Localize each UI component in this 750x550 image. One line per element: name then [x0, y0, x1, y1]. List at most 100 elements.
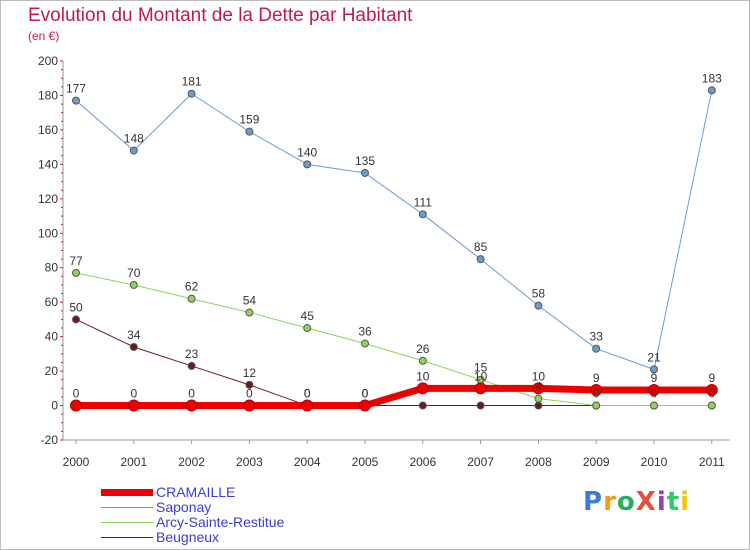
- unit-label: (en €): [28, 29, 60, 43]
- data-point-cramaille: [705, 384, 718, 397]
- data-label-cramaille: 0: [246, 387, 253, 401]
- data-label-arcy-sainte-restitue: 4: [535, 380, 542, 394]
- data-point-beugneux: [72, 315, 80, 324]
- data-point-arcy-sainte-restitue: [650, 401, 658, 410]
- data-point-beugneux: [534, 401, 543, 410]
- x-tick-label: 2010: [641, 455, 668, 469]
- data-label-cramaille: 0: [362, 387, 369, 401]
- data-label-cramaille: 0: [73, 387, 80, 401]
- data-point-beugneux: [418, 401, 427, 410]
- data-point-arcy-sainte-restitue: [245, 308, 254, 317]
- data-label-saponay: 148: [124, 132, 144, 146]
- data-point-cramaille: [474, 382, 487, 395]
- x-tick-label: 2009: [583, 455, 610, 469]
- x-tick-label: 2002: [178, 455, 205, 469]
- x-tick-label: 2007: [467, 455, 494, 469]
- proxiti-logo: ProXiti: [583, 487, 691, 517]
- data-label-saponay: 159: [239, 113, 259, 127]
- data-label-saponay: 181: [182, 75, 202, 89]
- data-labels: 50 34 23 12 0 0 77 70 62 54 45 36 26 15 4 0 0 0 177 148 181 1…: [66, 71, 722, 400]
- data-point-saponay: [187, 89, 196, 98]
- data-point-cramaille: [359, 399, 371, 412]
- data-label-cramaille: 9: [651, 371, 658, 385]
- data-label-beugneux: 50: [69, 300, 83, 314]
- data-point-arcy-sainte-restitue: [592, 401, 601, 410]
- data-label-arcy-sainte-restitue: 70: [127, 266, 141, 280]
- data-label-arcy-sainte-restitue: 15: [474, 361, 488, 375]
- data-label-cramaille: 10: [474, 369, 488, 383]
- data-point-cramaille: [590, 384, 603, 397]
- data-point-cramaille: [416, 382, 429, 395]
- data-label-arcy-sainte-restitue: 36: [358, 325, 372, 339]
- y-tick-label: 120: [38, 192, 58, 206]
- data-label-cramaille: 10: [416, 369, 430, 383]
- y-tick-label: 140: [38, 157, 58, 171]
- data-point-cramaille: [243, 399, 256, 412]
- data-point-beugneux: [476, 401, 485, 410]
- legend-swatch: [101, 507, 153, 508]
- data-point-saponay: [534, 301, 543, 310]
- data-label-beugneux: 0: [362, 387, 369, 401]
- legend-label: Beugneux: [156, 529, 220, 545]
- legend-swatch: [101, 489, 153, 496]
- x-tick-label: 2004: [294, 455, 321, 469]
- data-label-cramaille: 9: [593, 371, 600, 385]
- data-point-arcy-sainte-restitue: [707, 401, 716, 410]
- data-label-beugneux: 23: [185, 347, 199, 361]
- data-point-cramaille: [301, 399, 314, 412]
- data-point-saponay: [361, 168, 369, 177]
- data-point-saponay: [418, 210, 427, 219]
- data-point-cramaille: [532, 382, 545, 395]
- data-point-arcy-sainte-restitue: [187, 294, 196, 303]
- data-label-saponay: 177: [66, 82, 86, 96]
- data-label-saponay: 85: [474, 240, 488, 254]
- data-label-arcy-sainte-restitue: 26: [416, 342, 430, 356]
- data-point-arcy-sainte-restitue: [534, 394, 543, 403]
- data-label-cramaille: 9: [708, 371, 715, 385]
- data-label-arcy-sainte-restitue: 0: [593, 387, 600, 401]
- data-label-saponay: 183: [702, 71, 722, 85]
- data-label-arcy-sainte-restitue: 45: [301, 309, 315, 323]
- legend-label: CRAMAILLE: [156, 484, 236, 500]
- data-label-beugneux: 0: [304, 387, 311, 401]
- chart-title: Evolution du Montant de la Dette par Hab…: [28, 5, 413, 26]
- legend-swatch: [101, 522, 153, 523]
- data-point-saponay: [592, 344, 601, 353]
- series-line-saponay: [75, 89, 713, 370]
- series-line-cramaille: [72, 384, 716, 410]
- data-point-saponay: [476, 255, 485, 264]
- legend-label: Arcy-Sainte-Restitue: [156, 514, 285, 530]
- data-point-cramaille: [70, 399, 82, 412]
- data-point-arcy-sainte-restitue: [303, 324, 312, 333]
- y-tick-label: 40: [45, 330, 59, 344]
- data-label-cramaille: 10: [532, 369, 546, 383]
- y-tick-label: -20: [41, 433, 59, 447]
- data-point-arcy-sainte-restitue: [418, 356, 427, 365]
- data-point-beugneux: [245, 380, 254, 389]
- data-point-saponay: [129, 146, 138, 155]
- data-label-saponay: 21: [647, 350, 661, 364]
- series-lines: [70, 86, 718, 412]
- data-label-saponay: 58: [532, 287, 546, 301]
- y-tick-label: 20: [45, 364, 59, 378]
- y-tick-label: 160: [38, 123, 58, 137]
- legend-swatch: [101, 537, 153, 538]
- x-tick-label: 2000: [63, 455, 90, 469]
- data-point-saponay: [72, 96, 80, 105]
- data-label-beugneux: 34: [127, 328, 141, 342]
- data-point-arcy-sainte-restitue: [72, 268, 80, 277]
- data-point-arcy-sainte-restitue: [361, 339, 369, 348]
- data-point-saponay: [650, 365, 658, 374]
- data-label-arcy-sainte-restitue: 0: [708, 387, 715, 401]
- x-tick-label: 2005: [352, 455, 379, 469]
- data-point-cramaille: [648, 384, 660, 397]
- data-point-cramaille: [127, 399, 140, 412]
- data-point-saponay: [245, 127, 254, 136]
- data-label-saponay: 140: [297, 145, 317, 159]
- data-label-cramaille: 0: [130, 387, 137, 401]
- data-label-saponay: 33: [590, 330, 604, 344]
- x-tick-label: 2001: [120, 455, 147, 469]
- data-label-arcy-sainte-restitue: 77: [69, 254, 83, 268]
